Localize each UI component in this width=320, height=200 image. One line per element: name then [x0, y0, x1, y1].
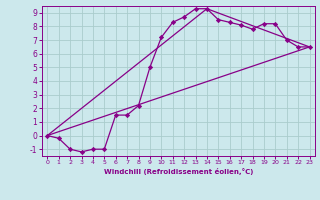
X-axis label: Windchill (Refroidissement éolien,°C): Windchill (Refroidissement éolien,°C): [104, 168, 253, 175]
